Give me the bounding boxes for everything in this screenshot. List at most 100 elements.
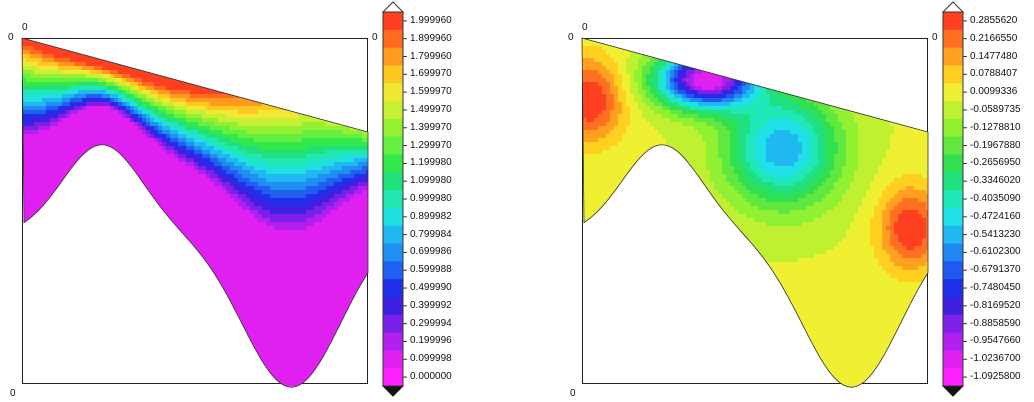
left-contour-cell [222, 190, 227, 195]
left-contour-cell [190, 358, 195, 363]
left-contour-cell [106, 78, 111, 83]
left-contour-cell [94, 378, 99, 383]
left-contour-cell [150, 94, 155, 99]
left-contour-cell [246, 222, 251, 227]
left-contour-cell [222, 230, 227, 235]
left-contour-cell [82, 382, 87, 387]
left-contour-cell [206, 94, 211, 99]
left-contour-cell [162, 326, 167, 331]
left-contour-cell [174, 198, 179, 203]
left-contour-cell [118, 286, 123, 291]
left-contour-cell [238, 46, 243, 51]
left-contour-cell [30, 246, 35, 251]
left-contour-cell [214, 218, 219, 223]
left-contour-cell [82, 218, 87, 223]
left-contour-cell [126, 270, 131, 275]
left-contour-cell [102, 238, 107, 243]
left-contour-cell [162, 382, 167, 387]
left-contour-cell [98, 214, 103, 219]
left-contour-cell [62, 334, 67, 339]
left-contour-cell [242, 342, 247, 347]
left-contour-cell [202, 342, 207, 347]
left-contour-cell [126, 330, 131, 335]
left-contour-cell [150, 90, 155, 95]
left-contour-cell [126, 366, 131, 371]
left-contour-cell [42, 286, 47, 291]
left-contour-cell [130, 78, 135, 83]
left-contour-cell [82, 354, 87, 359]
left-contour-cell [234, 370, 239, 375]
left-contour-cell [162, 342, 167, 347]
left-contour-cell [190, 94, 195, 99]
left-contour-cell [102, 234, 107, 239]
left-right-axis-tick: 0 [372, 32, 378, 43]
left-contour-cell [154, 134, 159, 139]
left-contour-cell [106, 42, 111, 47]
left-contour-cell [34, 382, 39, 387]
left-contour-cell [90, 306, 95, 311]
left-contour-cell [194, 366, 199, 371]
left-contour-cell [170, 186, 175, 191]
left-contour-cell [118, 106, 123, 111]
left-contour-cell [94, 258, 99, 263]
left-contour-cell [98, 310, 103, 315]
left-contour-cell [162, 50, 167, 55]
left-contour-cell [74, 322, 79, 327]
left-contour-cell [170, 70, 175, 75]
left-contour-cell [234, 114, 239, 119]
left-contour-cell [162, 242, 167, 247]
left-contour-cell [242, 202, 247, 207]
left-contour-cell [238, 290, 243, 295]
left-contour-cell [198, 258, 203, 263]
left-contour-cell [30, 110, 35, 115]
left-contour-cell [78, 102, 83, 107]
left-contour-cell [78, 42, 83, 47]
left-contour-cell [206, 102, 211, 107]
left-contour-cell [234, 106, 239, 111]
left-contour-cell [194, 374, 199, 379]
left-contour-cell [230, 298, 235, 303]
left-contour-cell [194, 322, 199, 327]
left-contour-cell [182, 350, 187, 355]
left-contour-cell [150, 218, 155, 223]
left-contour-cell [110, 286, 115, 291]
left-contour-cell [78, 318, 83, 323]
left-contour-cell [158, 330, 163, 335]
left-contour-cell [90, 118, 95, 123]
left-contour-cell [198, 158, 203, 163]
left-contour-cell [82, 102, 87, 107]
left-contour-cell [98, 130, 103, 135]
left-contour-cell [30, 326, 35, 331]
left-contour-cell [74, 66, 79, 71]
left-contour-cell [118, 366, 123, 371]
left-contour-cell [26, 190, 31, 195]
left-contour-cell [222, 374, 227, 379]
left-contour-cell [66, 50, 71, 55]
left-contour-cell [94, 330, 99, 335]
left-contour-cell [150, 142, 155, 147]
left-contour-cell [78, 266, 83, 271]
left-contour-cell [86, 78, 91, 83]
left-contour-cell [114, 362, 119, 367]
left-contour-cell [150, 210, 155, 215]
left-contour-cell [134, 370, 139, 375]
left-contour-cell [106, 266, 111, 271]
left-contour-cell [58, 50, 63, 55]
left-contour-cell [218, 38, 223, 43]
left-contour-cell [214, 354, 219, 359]
left-contour-cell [90, 74, 95, 79]
left-contour-cell [222, 198, 227, 203]
left-contour-cell [238, 134, 243, 139]
left-contour-cell [142, 126, 147, 131]
left-contour-cell [186, 262, 191, 267]
left-contour-cell [94, 90, 99, 95]
left-contour-cell [170, 74, 175, 79]
left-contour-cell [82, 222, 87, 227]
left-contour-cell [62, 274, 67, 279]
left-contour-cell [202, 382, 207, 387]
left-contour-cell [86, 362, 91, 367]
left-contour-cell [66, 222, 71, 227]
left-contour-cell [86, 150, 91, 155]
left-contour-cell [158, 222, 163, 227]
left-contour-cell [202, 154, 207, 159]
